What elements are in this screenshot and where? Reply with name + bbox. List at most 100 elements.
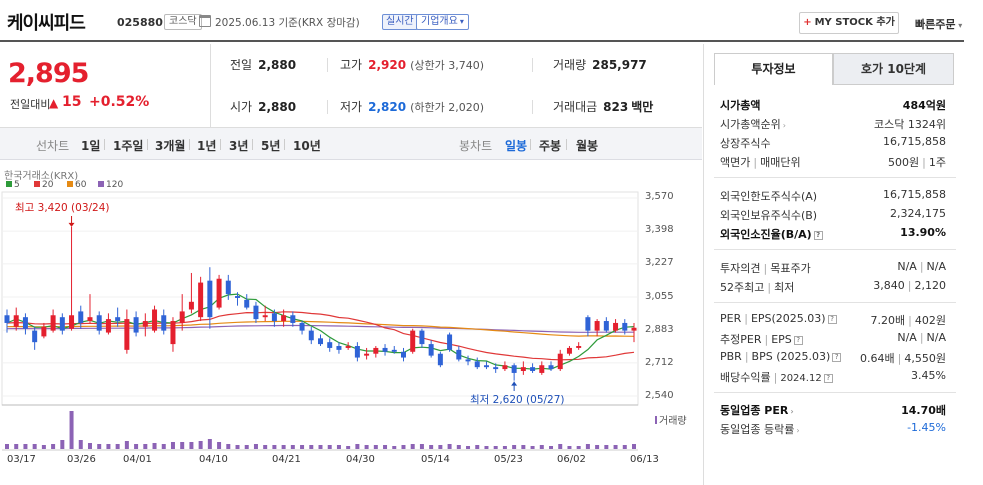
candle-body <box>336 346 342 350</box>
candle-body <box>271 313 277 322</box>
volume-bar <box>567 446 572 449</box>
candle-body <box>32 330 38 343</box>
volume-bar <box>604 445 609 449</box>
candle-body <box>483 365 489 368</box>
candle-body <box>456 349 462 360</box>
trade-unit-value: 1주 <box>928 156 946 169</box>
volume-bar <box>318 445 323 449</box>
help-icon[interactable]: ? <box>823 374 833 383</box>
investment-info-panel: 투자정보 호가 10단계 시가총액 484억원 시가총액순위 › 코스닥 1324… <box>703 44 963 485</box>
candle-body <box>69 315 75 329</box>
sector-per-row: 동일업종 PER › 14.70배 <box>720 402 946 418</box>
est-per-label: 추정PER <box>720 333 762 346</box>
divider <box>210 44 211 128</box>
tab-3month[interactable]: 3개월 <box>155 139 186 153</box>
tab-5year[interactable]: 5년 <box>261 139 281 153</box>
volume-legend: 거래량 <box>655 412 687 427</box>
sector-rate-value: -1.45% <box>907 421 946 434</box>
volume-bar <box>585 444 590 449</box>
volume-bar <box>364 445 369 449</box>
per-label: PER <box>720 312 742 325</box>
company-info-button[interactable]: 기업개요 ▾ <box>416 14 469 30</box>
par-value-row: 액면가 | 매매단위 500원 | 1주 <box>720 156 946 169</box>
volume-bar <box>521 445 526 449</box>
quick-order-button[interactable]: 빠른주문 ▾ <box>915 16 962 32</box>
price-chart[interactable] <box>0 160 700 460</box>
divider <box>714 302 956 303</box>
chevron-right-icon: › <box>790 407 794 416</box>
market-badge: 코스닥 <box>164 14 202 30</box>
volume-bar <box>576 446 581 449</box>
info-tabs: 투자정보 호가 10단계 <box>714 53 954 85</box>
divider <box>566 139 567 150</box>
realtime-button[interactable]: 실시간 <box>382 14 418 30</box>
divider <box>147 139 148 150</box>
candle-body <box>253 305 259 320</box>
eps-label: EPS(2025.03) <box>750 312 826 325</box>
tab-monthly[interactable]: 월봉 <box>576 139 599 153</box>
ma5-legend-label: 5 <box>14 180 20 190</box>
change-value: 15 <box>62 94 82 110</box>
volume-bar <box>327 445 332 449</box>
dividend-label: 배당수익률 <box>720 371 771 384</box>
volume-label: 거래량 <box>553 58 587 72</box>
candle-body <box>152 309 158 331</box>
week52-high-value: 3,840 <box>873 279 905 292</box>
divider <box>530 139 531 150</box>
help-icon[interactable]: ? <box>793 336 803 345</box>
candle-body <box>465 359 471 362</box>
shares-label: 상장주식수 <box>720 137 771 150</box>
volume-bar <box>632 444 636 449</box>
candle-body <box>373 347 379 354</box>
x-tick-label: 03/26 <box>67 454 96 465</box>
tab-daily[interactable]: 일봉 <box>505 139 528 153</box>
x-tick-label: 04/01 <box>123 454 152 465</box>
tab-investment-info[interactable]: 투자정보 <box>714 53 833 85</box>
chart-source: 한국거래소(KRX) <box>4 171 79 182</box>
divider <box>532 58 533 72</box>
candle-body <box>41 326 47 337</box>
sector-rate-row: 동일업종 등락률 › -1.45% <box>720 421 946 437</box>
y-tick-label: 3,227 <box>645 257 674 268</box>
plot-frame <box>1 191 639 406</box>
volume-bar <box>87 443 92 449</box>
chart-period-tabs: 선차트 1일 1주일 3개월 1년 3년 5년 10년 봉차트 일봉 주봉 월봉 <box>0 128 702 160</box>
volume-bar <box>355 444 360 449</box>
candle-body <box>179 311 185 323</box>
help-icon[interactable]: ? <box>832 353 842 362</box>
cap-rank-link[interactable]: 시가총액순위 › <box>720 116 786 132</box>
sector-per-link[interactable]: 동일업종 PER › <box>720 402 794 418</box>
add-mystock-button[interactable]: + MY STOCK 추가 <box>799 12 899 34</box>
tab-1day[interactable]: 1일 <box>81 139 101 153</box>
help-icon[interactable]: ? <box>827 315 837 324</box>
candle-body <box>474 361 480 368</box>
shares-row: 상장주식수 16,715,858 <box>720 135 946 151</box>
week52-row: 52주최고 | 최저 3,840 | 2,120 <box>720 279 946 294</box>
help-icon[interactable]: ? <box>813 231 823 240</box>
foreign-hold-row: 외국인보유주식수(B) 2,324,175 <box>720 207 946 223</box>
foreign-limit-value: 16,715,858 <box>883 188 946 201</box>
candle-body <box>557 353 563 370</box>
market-cap-label: 시가총액 <box>720 99 761 112</box>
tab-3year[interactable]: 3년 <box>229 139 249 153</box>
tab-1week[interactable]: 1주일 <box>113 139 144 153</box>
tab-10year[interactable]: 10년 <box>293 139 321 153</box>
tab-weekly[interactable]: 주봉 <box>539 139 562 153</box>
volume-bar <box>23 444 28 449</box>
x-tick-label: 06/13 <box>630 454 659 465</box>
tab-1year[interactable]: 1년 <box>197 139 217 153</box>
par-label: 액면가 <box>720 156 751 169</box>
volume-bar <box>613 445 618 449</box>
sector-rate-link[interactable]: 동일업종 등락률 › <box>720 421 800 437</box>
volume-bar <box>429 445 434 449</box>
tab-orderbook-10[interactable]: 호가 10단계 <box>833 53 954 85</box>
volume-bar <box>60 440 65 449</box>
calendar-icon <box>199 15 211 27</box>
dividend-row: 배당수익률 | 2024.12? 3.45% <box>720 369 946 384</box>
candle-body <box>437 353 443 366</box>
candle-body <box>50 315 56 331</box>
ma120-legend-label: 120 <box>106 180 124 190</box>
candle-body <box>78 311 84 323</box>
foreign-ratio-row: 외국인소진율(B/A)? 13.90% <box>720 226 946 242</box>
sector-rate-label: 동일업종 등락률 <box>720 423 795 436</box>
